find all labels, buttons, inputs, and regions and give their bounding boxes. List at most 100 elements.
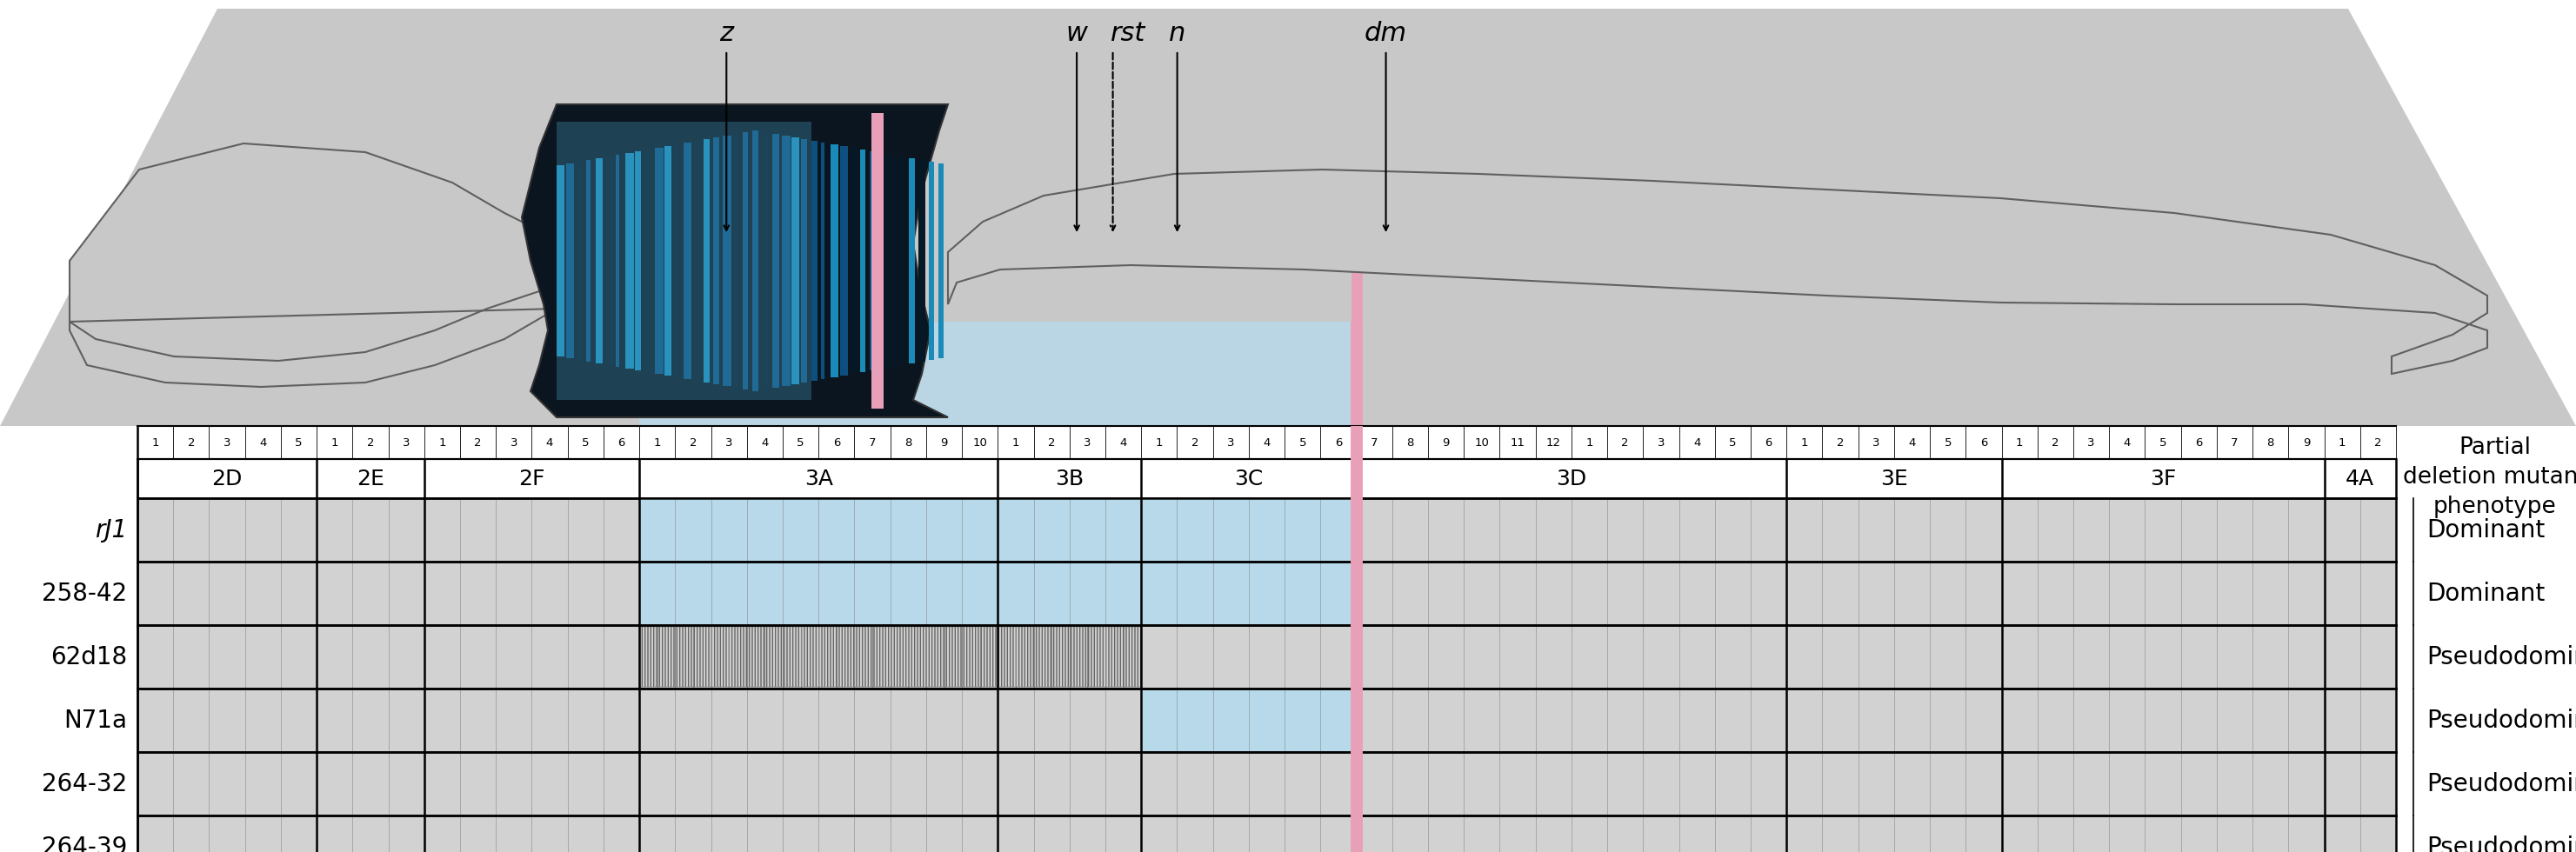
Text: 3: 3 (510, 437, 518, 448)
Bar (871, 113, 884, 409)
Text: 2: 2 (366, 437, 374, 448)
Bar (781, 135, 791, 386)
Text: 11: 11 (1510, 437, 1525, 448)
Text: 5: 5 (582, 437, 590, 448)
Bar (703, 139, 711, 383)
Text: 6: 6 (1765, 437, 1772, 448)
Text: 1: 1 (1587, 437, 1592, 448)
Text: 2: 2 (2050, 437, 2058, 448)
Text: 3: 3 (2087, 437, 2094, 448)
Text: 3B: 3B (1056, 468, 1084, 489)
Bar (920, 160, 925, 361)
Text: 2E: 2E (355, 468, 384, 489)
Bar (137, 625, 2396, 688)
Bar (850, 147, 858, 374)
Bar (683, 142, 693, 379)
Text: 5: 5 (1945, 437, 1953, 448)
Bar (732, 134, 739, 388)
Text: 2: 2 (1190, 437, 1198, 448)
Text: 10: 10 (1473, 437, 1489, 448)
Text: 62d18: 62d18 (52, 645, 126, 669)
Bar (773, 134, 781, 388)
Bar (742, 132, 747, 389)
Bar (860, 150, 866, 372)
Bar (639, 322, 1358, 426)
Bar (693, 141, 701, 381)
Text: 258-42: 258-42 (41, 581, 126, 606)
Text: 264-32: 264-32 (41, 772, 126, 796)
Bar (878, 153, 889, 369)
Bar (577, 162, 582, 360)
Bar (829, 144, 837, 377)
Bar (639, 426, 1358, 498)
Bar (752, 130, 757, 391)
Bar (639, 627, 1141, 687)
Bar (137, 459, 2396, 498)
Bar (665, 146, 672, 376)
Bar (639, 498, 1358, 561)
Text: 9: 9 (1443, 437, 1450, 448)
Bar (840, 146, 848, 376)
Text: 3: 3 (1084, 437, 1092, 448)
Text: 8: 8 (1406, 437, 1414, 448)
Bar (137, 498, 2396, 561)
Text: 3: 3 (402, 437, 410, 448)
Bar (639, 561, 1358, 625)
Text: 1: 1 (330, 437, 337, 448)
Bar (791, 137, 799, 384)
Bar (801, 139, 806, 383)
Bar (1141, 688, 1358, 752)
Bar (0, 426, 2576, 852)
Text: 3: 3 (1226, 437, 1234, 448)
Bar (644, 150, 649, 372)
Text: 5: 5 (1298, 437, 1306, 448)
Text: 1: 1 (2339, 437, 2347, 448)
Text: Pseudodominant: Pseudodominant (2427, 708, 2576, 733)
Bar (889, 155, 896, 367)
Bar (938, 164, 943, 358)
Text: 6: 6 (618, 437, 626, 448)
Text: 1: 1 (2017, 437, 2022, 448)
Text: 3D: 3D (1556, 468, 1587, 489)
Bar (714, 137, 719, 384)
Text: z: z (719, 20, 734, 46)
Text: 4: 4 (260, 437, 265, 448)
Text: 2: 2 (188, 437, 196, 448)
Text: 3: 3 (1873, 437, 1880, 448)
Text: Pseudodominant: Pseudodominant (2427, 645, 2576, 669)
Text: 6: 6 (2195, 437, 2202, 448)
Text: 6: 6 (1334, 437, 1342, 448)
Bar (927, 162, 935, 360)
Text: 1: 1 (1012, 437, 1020, 448)
Text: Partial
deletion mutant
phenotype: Partial deletion mutant phenotype (2403, 436, 2576, 518)
Text: 3C: 3C (1234, 468, 1262, 489)
Text: 7: 7 (868, 437, 876, 448)
Bar (137, 561, 2396, 625)
Bar (556, 122, 811, 400)
Text: rst: rst (1110, 20, 1146, 46)
Polygon shape (523, 104, 948, 417)
Text: 4: 4 (1121, 437, 1126, 448)
Text: 2D: 2D (211, 468, 242, 489)
Text: 3F: 3F (2151, 468, 2177, 489)
Text: 4: 4 (546, 437, 554, 448)
Bar (811, 141, 817, 381)
Bar (567, 164, 574, 358)
Bar (137, 688, 2396, 752)
Text: 5: 5 (796, 437, 804, 448)
Text: 5: 5 (1728, 437, 1736, 448)
Text: 10: 10 (974, 437, 987, 448)
Text: rJ1: rJ1 (95, 518, 126, 542)
Text: 8: 8 (2267, 437, 2275, 448)
Text: 2: 2 (1837, 437, 1844, 448)
Bar (634, 152, 641, 371)
Bar (626, 153, 634, 369)
Text: Dominant: Dominant (2427, 581, 2545, 606)
Text: 5: 5 (296, 437, 301, 448)
Text: 3: 3 (726, 437, 732, 448)
Text: 2: 2 (1048, 437, 1056, 448)
Polygon shape (948, 170, 2488, 374)
Bar (137, 752, 2396, 815)
Bar (871, 152, 876, 371)
Bar (556, 165, 564, 356)
